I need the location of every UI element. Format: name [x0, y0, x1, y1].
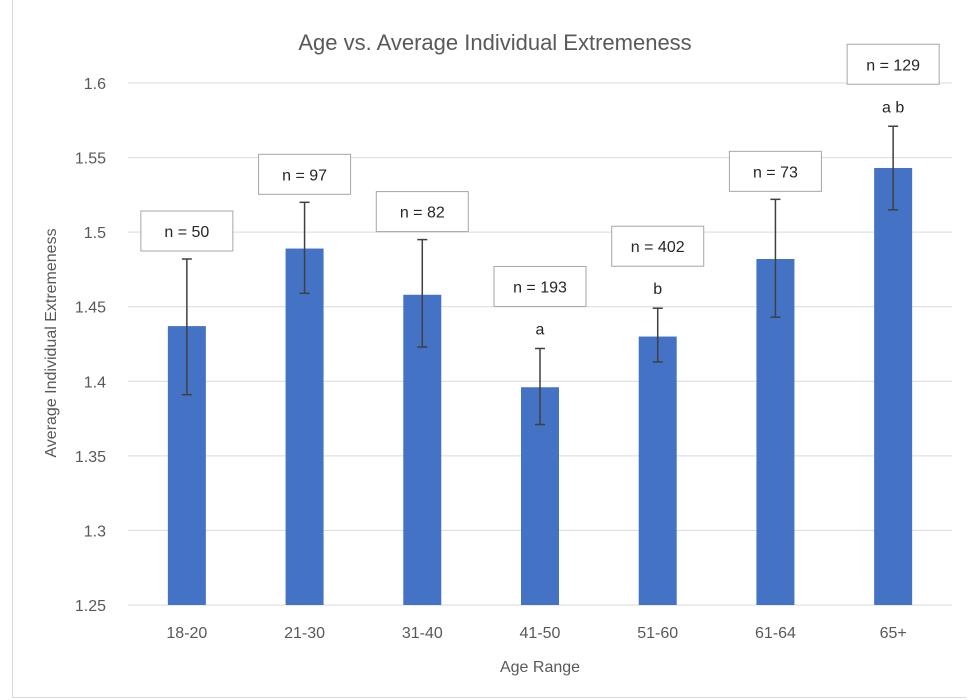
chart-title: Age vs. Average Individual Extremeness [298, 30, 691, 55]
y-axis-ticks: 1.25 1.3 1.35 1.4 1.45 1.5 1.55 1.6 [75, 76, 106, 615]
significance-label: b [653, 281, 662, 298]
n-label: n = 97 [282, 167, 327, 184]
n-label-box [493, 265, 587, 307]
bar [874, 168, 913, 606]
n-label-box [846, 43, 940, 85]
significance-label: a b [882, 99, 904, 116]
x-tick-label: 18-20 [166, 625, 207, 642]
chart-frame [12, 0, 966, 698]
y-tick-label: 1.35 [75, 449, 106, 466]
x-tick-label: 31-40 [402, 625, 443, 642]
x-tick-label: 41-50 [520, 625, 561, 642]
x-tick-label: 21-30 [284, 625, 325, 642]
n-label-box [375, 191, 469, 233]
x-tick-label: 61-64 [755, 625, 796, 642]
bars: n = 50 n = 97 n = 82 a n = 193 b n = 402 n = 73… [140, 43, 940, 606]
n-label-box [611, 225, 705, 267]
y-tick-label: 1.45 [75, 300, 106, 317]
n-label-box [140, 210, 234, 252]
y-tick-label: 1.6 [84, 76, 106, 93]
y-tick-label: 1.3 [84, 523, 106, 540]
x-axis-title: Age Range [500, 659, 580, 676]
x-tick-label: 51-60 [637, 625, 678, 642]
n-label: n = 129 [866, 57, 920, 74]
y-tick-label: 1.55 [75, 151, 106, 168]
x-axis-ticks: 18-20 21-30 31-40 41-50 51-60 61-64 65+ [166, 625, 906, 642]
y-axis-title: Average Individual Extremeness [43, 228, 60, 457]
bar [638, 336, 677, 605]
n-label: n = 402 [631, 239, 685, 256]
n-label: n = 82 [400, 205, 445, 222]
y-tick-label: 1.4 [84, 374, 106, 391]
x-tick-label: 65+ [880, 625, 907, 642]
bar [285, 248, 324, 605]
y-tick-label: 1.25 [75, 598, 106, 615]
n-label: n = 73 [753, 164, 798, 181]
significance-label: a [536, 321, 545, 338]
n-label-box [728, 150, 822, 192]
n-label: n = 193 [513, 279, 567, 296]
y-tick-label: 1.5 [84, 225, 106, 242]
n-label-box [258, 153, 352, 195]
n-label: n = 50 [164, 224, 209, 241]
